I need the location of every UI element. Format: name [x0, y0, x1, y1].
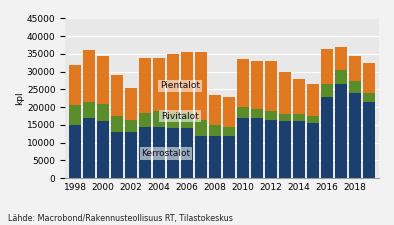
Bar: [97, 121, 109, 178]
Bar: [195, 52, 207, 120]
Bar: [363, 102, 375, 178]
Bar: [223, 127, 235, 136]
Bar: [265, 61, 277, 111]
Bar: [265, 120, 277, 178]
Bar: [111, 75, 123, 116]
Bar: [181, 128, 193, 178]
Bar: [153, 111, 165, 127]
Text: Rivitalot: Rivitalot: [161, 112, 199, 121]
Bar: [153, 127, 165, 178]
Bar: [307, 84, 319, 116]
Bar: [167, 54, 179, 112]
Bar: [251, 118, 263, 178]
Bar: [125, 120, 137, 132]
Bar: [83, 50, 95, 102]
Bar: [209, 95, 221, 125]
Bar: [195, 120, 207, 136]
Bar: [69, 125, 81, 178]
Bar: [237, 107, 249, 118]
Bar: [209, 125, 221, 136]
Bar: [321, 97, 333, 178]
Bar: [97, 104, 109, 121]
Bar: [363, 63, 375, 93]
Bar: [111, 132, 123, 178]
Bar: [83, 102, 95, 118]
Bar: [321, 84, 333, 97]
Bar: [181, 52, 193, 112]
Bar: [307, 116, 319, 123]
Bar: [111, 116, 123, 132]
Bar: [335, 47, 347, 70]
Bar: [363, 93, 375, 102]
Text: Kerrostalot: Kerrostalot: [141, 149, 191, 158]
Bar: [139, 58, 151, 112]
Bar: [209, 136, 221, 178]
Bar: [293, 121, 305, 178]
Bar: [223, 136, 235, 178]
Bar: [125, 132, 137, 178]
Bar: [139, 127, 151, 178]
Bar: [349, 93, 361, 178]
Bar: [69, 65, 81, 106]
Bar: [251, 61, 263, 109]
Bar: [279, 72, 291, 114]
Bar: [223, 97, 235, 127]
Bar: [69, 106, 81, 125]
Y-axis label: kpl: kpl: [15, 92, 24, 105]
Bar: [181, 112, 193, 128]
Bar: [251, 109, 263, 118]
Bar: [307, 123, 319, 178]
Bar: [293, 79, 305, 114]
Bar: [237, 59, 249, 107]
Bar: [335, 84, 347, 178]
Bar: [139, 112, 151, 127]
Bar: [293, 114, 305, 121]
Bar: [279, 121, 291, 178]
Bar: [265, 111, 277, 120]
Bar: [167, 128, 179, 178]
Bar: [153, 58, 165, 111]
Bar: [167, 112, 179, 128]
Bar: [125, 88, 137, 120]
Bar: [335, 70, 347, 84]
Bar: [349, 56, 361, 81]
Bar: [97, 56, 109, 104]
Text: Lähde: Macrobond/Rakennusteollisuus RT, Tilastokeskus: Lähde: Macrobond/Rakennusteollisuus RT, …: [8, 214, 233, 223]
Bar: [237, 118, 249, 178]
Text: Pientalot: Pientalot: [160, 81, 200, 90]
Bar: [195, 136, 207, 178]
Bar: [321, 49, 333, 84]
Bar: [349, 81, 361, 93]
Bar: [83, 118, 95, 178]
Bar: [279, 114, 291, 121]
